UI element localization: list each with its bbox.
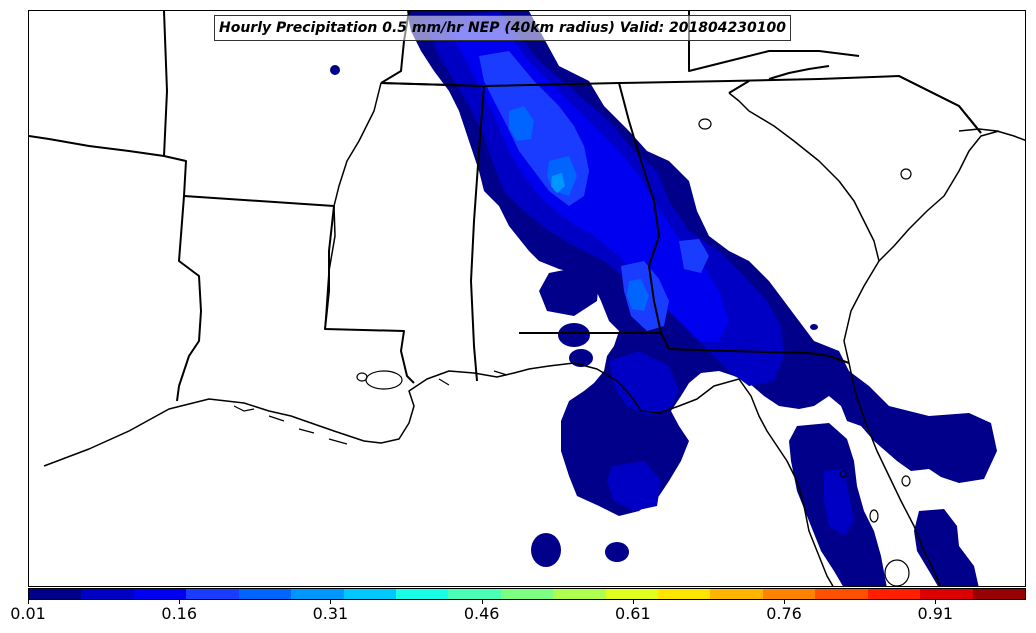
gulf-coastline bbox=[43, 362, 834, 586]
border-ga-sc bbox=[728, 75, 982, 134]
precip-blob-5 bbox=[330, 65, 340, 75]
colorbar-segment bbox=[395, 589, 449, 599]
precip-contour-level-4c bbox=[679, 239, 709, 273]
colorbar-tick-label: 0.16 bbox=[161, 604, 198, 623]
border-la-west bbox=[176, 195, 202, 402]
colorbar-segment bbox=[186, 589, 239, 599]
colorbar-tick bbox=[632, 600, 634, 604]
precip-contour-level-2b bbox=[609, 351, 679, 416]
colorbar-segment bbox=[343, 589, 396, 599]
water-features bbox=[233, 118, 912, 586]
island-ms bbox=[438, 370, 508, 386]
precip-blob-3 bbox=[558, 323, 590, 347]
colorbar-tick bbox=[481, 600, 483, 604]
precip-blob-1 bbox=[531, 533, 561, 567]
carolina-coastline bbox=[878, 130, 1000, 262]
precip-blob-6 bbox=[810, 324, 818, 330]
colorbar-segment bbox=[81, 589, 134, 599]
border-al-ga bbox=[618, 82, 662, 334]
colorbar bbox=[28, 588, 1026, 600]
colorbar-segment bbox=[658, 589, 711, 599]
atlantic-coastline bbox=[728, 92, 941, 586]
border-ga-nc bbox=[768, 65, 830, 80]
colorbar-segment bbox=[291, 589, 344, 599]
colorbar-tick bbox=[179, 600, 181, 604]
precip-contour-level-1d bbox=[914, 509, 979, 586]
colorbar-segment bbox=[448, 589, 501, 599]
colorbar-segment bbox=[815, 589, 868, 599]
border-ar-ms bbox=[183, 195, 335, 207]
florida-east-coastline bbox=[958, 128, 1025, 142]
lake-small-1 bbox=[356, 372, 368, 382]
map-title: Hourly Precipitation 0.5 mm/hr NEP (40km… bbox=[214, 15, 791, 41]
colorbar-segment bbox=[920, 589, 973, 599]
border-ar-la bbox=[29, 135, 187, 197]
lake-ga-1 bbox=[698, 118, 712, 130]
precip-blob-2 bbox=[605, 542, 629, 562]
precip-contour-level-6 bbox=[551, 173, 565, 193]
colorbar-segment bbox=[867, 589, 921, 599]
colorbar-segment bbox=[972, 589, 1026, 599]
border-ms-al bbox=[380, 82, 485, 382]
precip-contour-level-2d bbox=[824, 469, 854, 536]
colorbar-tick bbox=[784, 600, 786, 604]
colorbar-segment bbox=[762, 589, 816, 599]
precip-contour-level-1b bbox=[539, 266, 599, 316]
lake-pontchartrain bbox=[365, 370, 403, 390]
colorbar-tick-label: 0.31 bbox=[312, 604, 349, 623]
precip-field bbox=[330, 11, 997, 586]
lake-fl-2 bbox=[869, 509, 879, 523]
island-chain-la bbox=[233, 405, 348, 445]
colorbar-segment bbox=[605, 589, 659, 599]
colorbar-tick-label: 0.01 bbox=[10, 604, 46, 623]
colorbar-tick-label: 0.76 bbox=[766, 604, 802, 623]
colorbar-segment bbox=[500, 589, 554, 599]
lake-fl-3 bbox=[839, 470, 847, 478]
colorbar-tick bbox=[330, 600, 332, 604]
precipitation-map bbox=[29, 11, 1025, 586]
colorbar-segment bbox=[710, 589, 763, 599]
precip-contour-level-2c bbox=[607, 461, 661, 511]
border-la-ms bbox=[324, 205, 415, 384]
colorbar-segment bbox=[553, 589, 606, 599]
colorbar-segment bbox=[238, 589, 292, 599]
colorbar-tick-label: 0.46 bbox=[463, 604, 500, 623]
precip-contour-level-5 bbox=[509, 106, 534, 141]
colorbar-tick-label: 0.91 bbox=[917, 604, 954, 623]
border-al-fl bbox=[519, 332, 850, 364]
border-ms-river bbox=[324, 82, 382, 330]
precip-contour-level-5c bbox=[627, 279, 649, 311]
lake-ga-2 bbox=[900, 168, 912, 180]
colorbar-segment bbox=[29, 589, 82, 599]
colorbar-segment bbox=[133, 589, 187, 599]
map-panel bbox=[28, 10, 1026, 587]
colorbar-tick bbox=[935, 600, 937, 604]
colorbar-tick bbox=[28, 600, 29, 604]
colorbar-tick-label: 0.61 bbox=[615, 604, 651, 623]
lake-okeechobee bbox=[884, 559, 910, 586]
lake-fl-1 bbox=[901, 475, 911, 487]
